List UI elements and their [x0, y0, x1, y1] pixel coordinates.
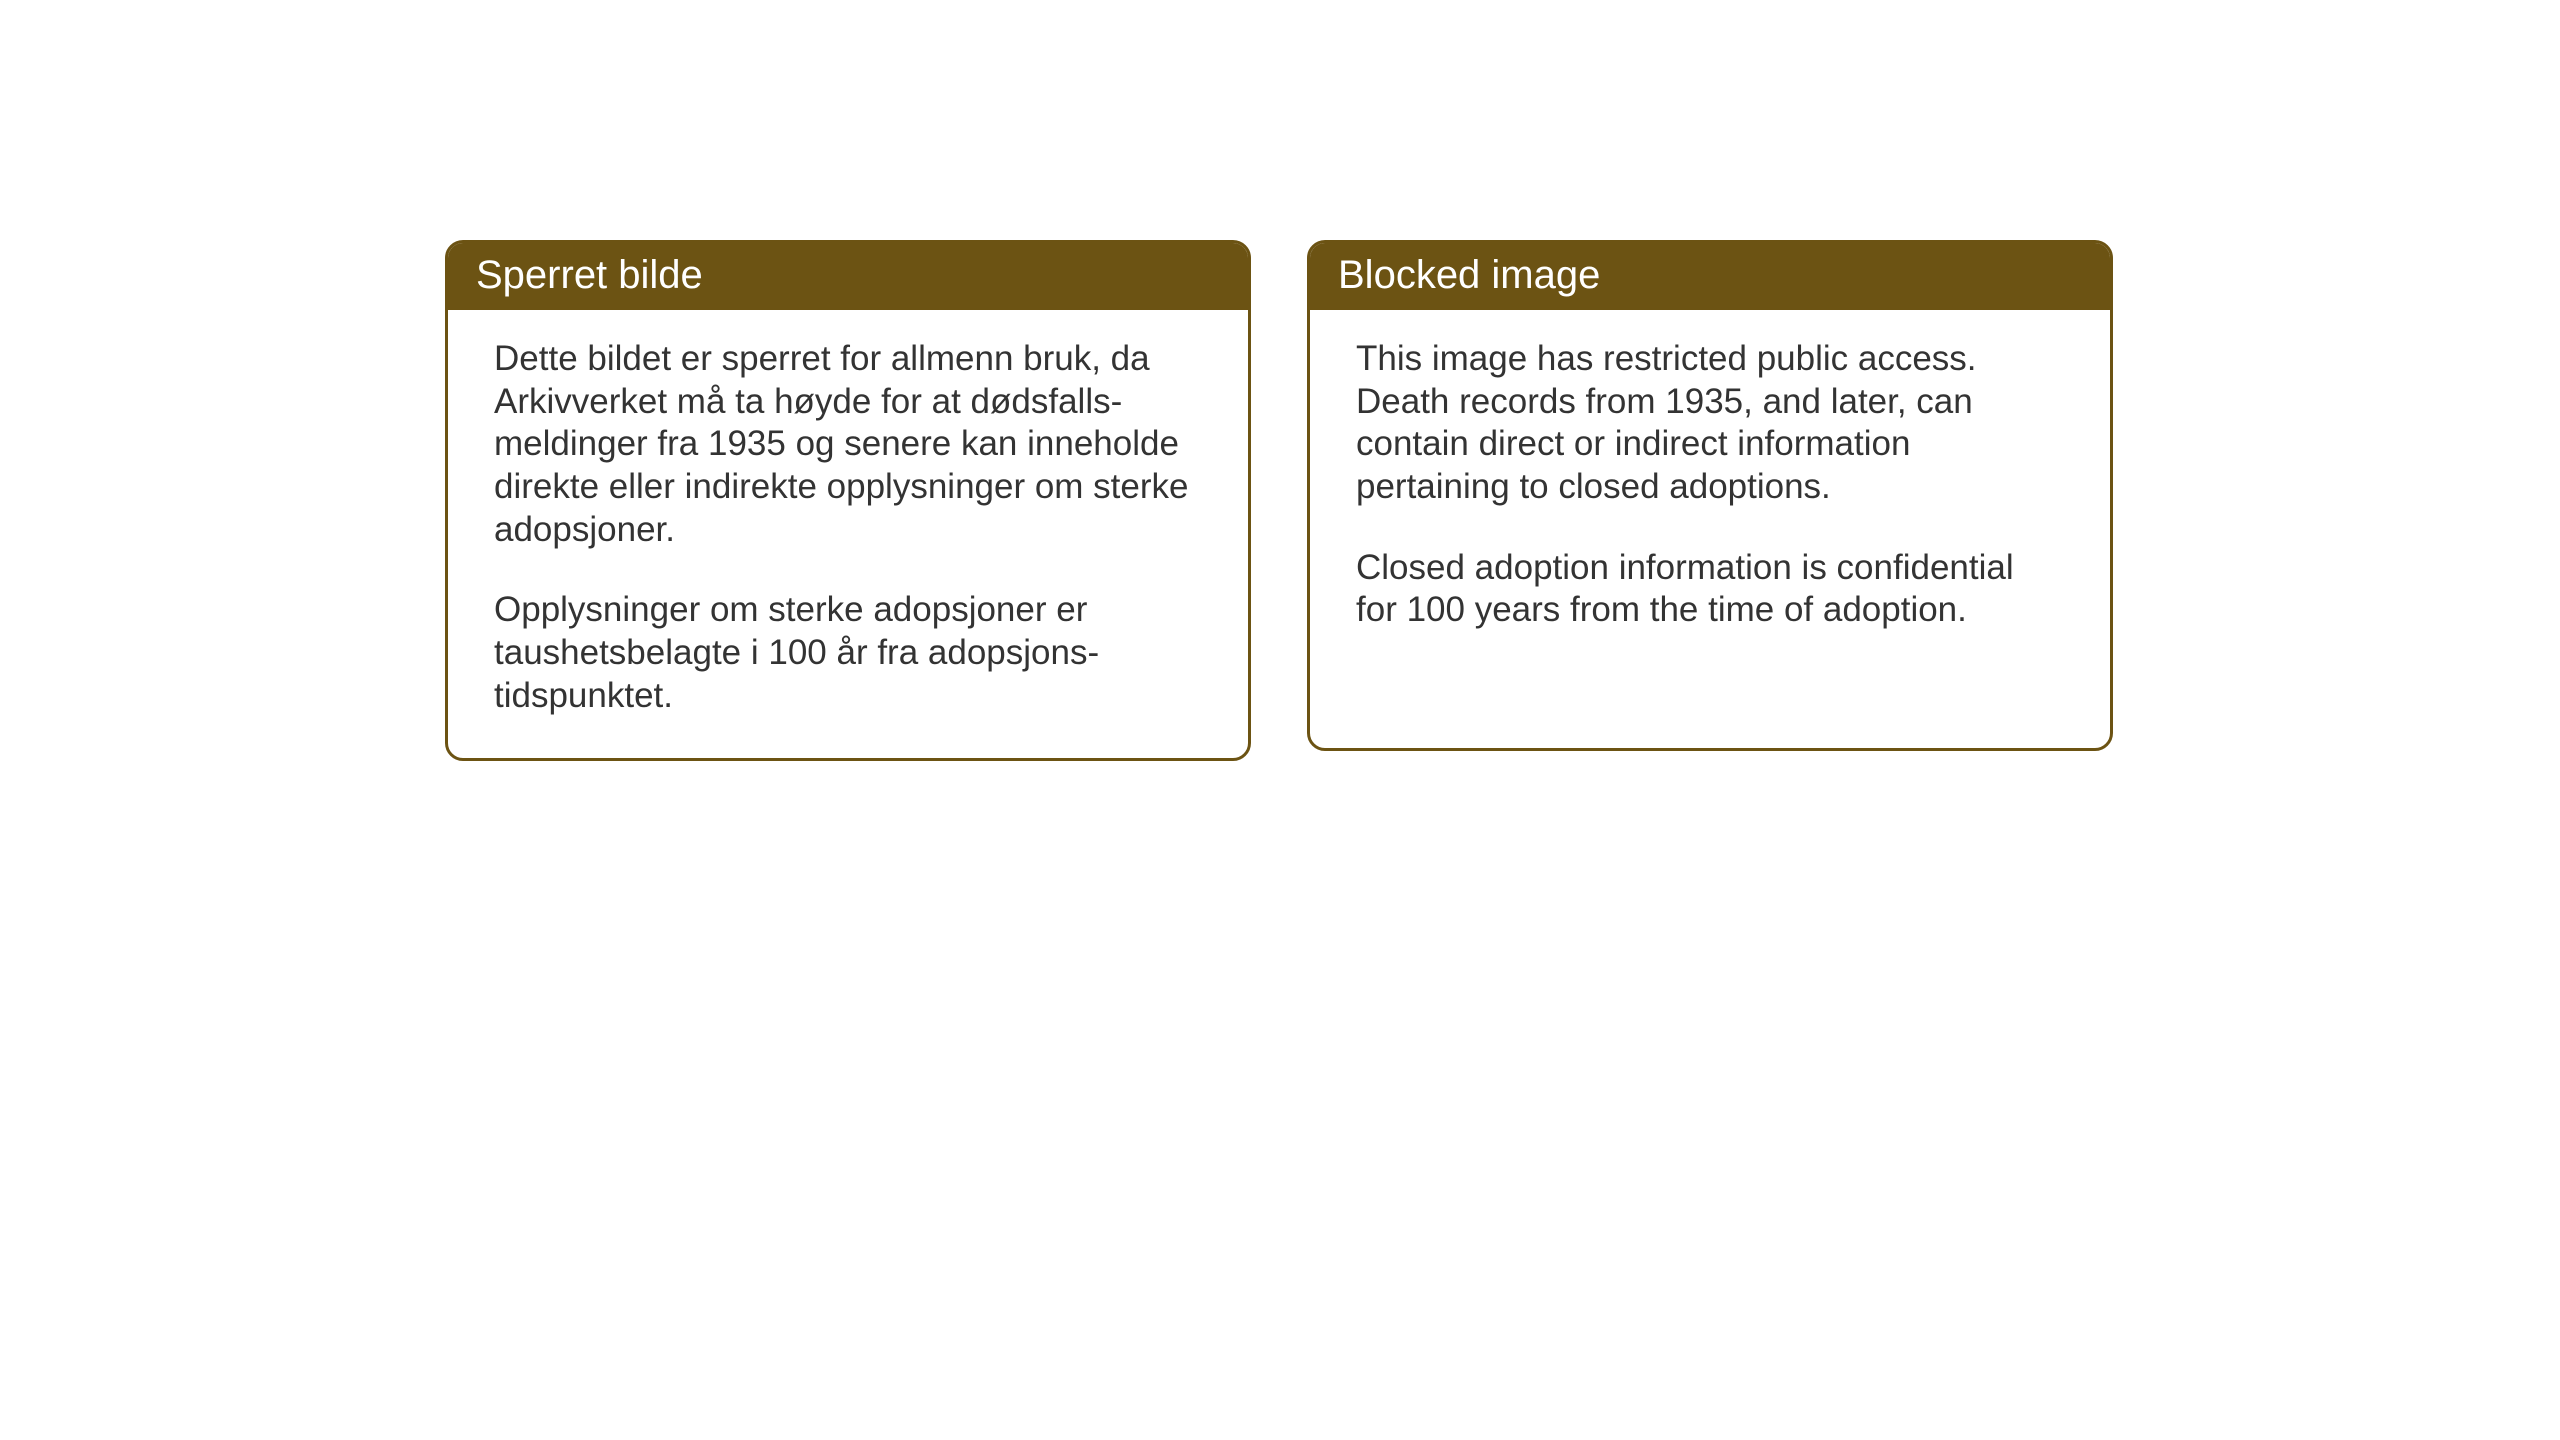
- card-para2-english: Closed adoption information is confident…: [1356, 547, 2064, 632]
- card-para2-norwegian: Opplysninger om sterke adopsjoner er tau…: [494, 589, 1202, 717]
- notice-container: Sperret bilde Dette bildet er sperret fo…: [445, 240, 2113, 761]
- card-header-norwegian: Sperret bilde: [448, 243, 1248, 310]
- card-body-norwegian: Dette bildet er sperret for allmenn bruk…: [448, 310, 1248, 758]
- card-header-english: Blocked image: [1310, 243, 2110, 310]
- card-body-english: This image has restricted public access.…: [1310, 310, 2110, 672]
- notice-card-english: Blocked image This image has restricted …: [1307, 240, 2113, 751]
- card-para1-english: This image has restricted public access.…: [1356, 338, 2064, 509]
- card-title-norwegian: Sperret bilde: [476, 253, 703, 297]
- card-para1-norwegian: Dette bildet er sperret for allmenn bruk…: [494, 338, 1202, 551]
- card-title-english: Blocked image: [1338, 253, 1600, 297]
- notice-card-norwegian: Sperret bilde Dette bildet er sperret fo…: [445, 240, 1251, 761]
